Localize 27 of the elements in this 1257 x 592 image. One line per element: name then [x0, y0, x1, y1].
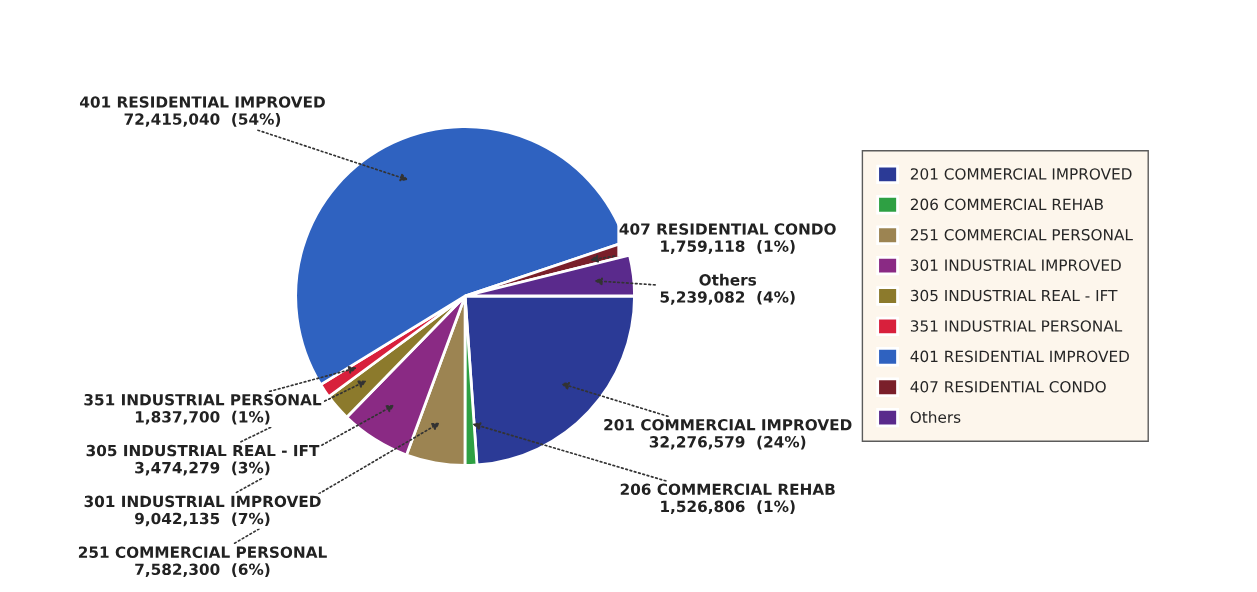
legend-label: 251 COMMERCIAL PERSONAL	[910, 228, 1133, 241]
data-label: 1,837,700 (1%)	[135, 410, 270, 425]
slice-label: 201 COMMERCIAL IMPROVED	[604, 418, 852, 431]
legend-label: 301 INDUSTRIAL IMPROVED	[910, 259, 1121, 271]
data-label: 32,276,579 (24%)	[649, 435, 806, 450]
slice-label: 251 COMMERCIAL PERSONAL	[78, 546, 327, 558]
slice-label: 305 INDUSTRIAL REAL - IFT	[86, 444, 320, 457]
data-label: 5,239,082 (4%)	[660, 290, 795, 305]
legend-label: 305 INDUSTRIAL REAL - IFT	[910, 289, 1118, 302]
data-label: 7,582,300 (6%)	[135, 563, 270, 578]
legend-label: 407 RESIDENTIAL CONDO	[910, 380, 1106, 393]
data-label: 9,042,135 (7%)	[135, 512, 270, 527]
data-label: 3,474,279 (3%)	[135, 461, 270, 476]
legend-label: Others	[910, 411, 961, 423]
slice-label: 401 RESIDENTIAL IMPROVED	[79, 96, 325, 108]
data-label: 1,526,806 (1%)	[661, 500, 795, 515]
legend-label: 206 COMMERCIAL REHAB	[910, 198, 1103, 211]
slice-label: Others	[699, 273, 757, 286]
slice-label: 301 INDUSTRIAL IMPROVED	[84, 495, 321, 508]
slice-label: 206 COMMERCIAL REHAB	[620, 483, 835, 496]
slice-label: 351 INDUSTRIAL PERSONAL	[84, 393, 322, 406]
legend-label: 401 RESIDENTIAL IMPROVED	[910, 350, 1129, 363]
data-label: 1,759,118 (1%)	[661, 240, 795, 254]
slice-label: 407 RESIDENTIAL CONDO	[619, 223, 836, 235]
data-label: 72,415,040 (54%)	[124, 113, 281, 127]
legend-label: 201 COMMERCIAL IMPROVED	[910, 168, 1132, 180]
legend-label: 351 INDUSTRIAL PERSONAL	[910, 320, 1123, 332]
